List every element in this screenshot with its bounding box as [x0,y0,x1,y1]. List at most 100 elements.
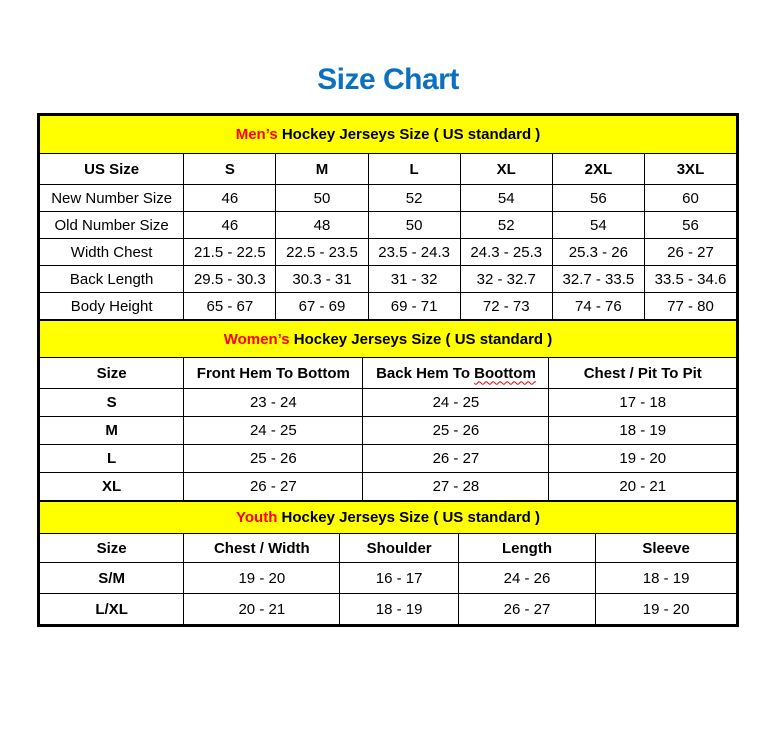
mens-cell: 69 - 71 [367,292,461,320]
mens-cell: 56 [551,184,645,212]
mens-cell: 72 - 73 [459,292,553,320]
mens-cell: 24.3 - 25.3 [459,238,553,266]
mens-cell: 60 [643,184,738,212]
mens-cell: 46 [183,211,277,239]
mens-column-header: L [367,153,461,185]
mens-cell: 74 - 76 [551,292,645,320]
mens-cell: 32.7 - 33.5 [551,265,645,293]
youth-cell: 16 - 17 [339,562,459,594]
womens-section-title-accent: Women’s [223,330,290,348]
mens-column-header: S [183,153,277,185]
youth-cell: 26 - 27 [457,593,597,625]
womens-cell: 24 - 25 [362,388,550,417]
mens-size-table: Men’s Hockey Jerseys Size ( US standard … [38,115,738,320]
mens-cell: 77 - 80 [643,292,738,320]
womens-table-row: L 25 - 26 26 - 27 19 - 20 [38,444,737,473]
youth-cell: 18 - 19 [339,593,459,625]
mens-row-label: Back Length [38,265,185,293]
youth-cell: 18 - 19 [595,562,737,594]
womens-row-label: L [38,444,185,473]
youth-row-label: L/XL [38,593,185,625]
mens-column-header: US Size [38,153,185,185]
mens-cell: 33.5 - 34.6 [643,265,738,293]
youth-column-header: Chest / Width [183,533,341,563]
womens-column-header: Chest / Pit To Pit [548,357,737,389]
youth-cell: 19 - 20 [595,593,737,625]
mens-section-title-accent: Men’s [235,126,278,143]
womens-cell: 26 - 27 [362,444,550,473]
mens-row-label: Width Chest [38,238,185,266]
mens-cell: 54 [459,184,553,212]
womens-row-label: M [38,416,185,445]
mens-cell: 25.3 - 26 [551,238,645,266]
youth-size-table: Youth Hockey Jerseys Size ( US standard … [38,501,737,625]
womens-cell: 25 - 26 [362,416,550,445]
youth-row-label: S/M [38,562,185,594]
mens-cell: 50 [367,211,461,239]
womens-section-title: Women’s Hockey Jerseys Size ( US standar… [39,320,737,358]
mens-section-title: Men’s Hockey Jerseys Size ( US standard … [39,115,737,154]
youth-cell: 19 - 20 [183,562,341,594]
youth-section-title: Youth Hockey Jerseys Size ( US standard … [39,501,737,534]
womens-cell: 27 - 28 [362,472,550,501]
mens-cell: 31 - 32 [367,265,461,293]
mens-cell: 54 [551,211,645,239]
mens-cell: 50 [275,184,369,212]
mens-table-row: Body Height 65 - 67 67 - 69 69 - 71 72 - 73 7… [38,292,738,320]
mens-row-label: New Number Size [38,184,185,212]
youth-column-header: Sleeve [595,533,737,563]
womens-row-label: S [38,388,185,417]
youth-table-row: L/XL 20 - 21 18 - 19 26 - 27 19 - 20 [38,593,737,625]
womens-table-row: XL 26 - 27 27 - 28 20 - 21 [38,472,737,501]
mens-cell: 30.3 - 31 [275,265,369,293]
womens-row-label: XL [38,472,185,501]
youth-cell: 20 - 21 [183,593,341,625]
youth-column-header: Shoulder [339,533,459,563]
mens-row-label: Old Number Size [38,211,185,239]
mens-cell: 22.5 - 23.5 [275,238,369,266]
mens-column-header: M [275,153,369,185]
womens-column-header: Back Hem To Boottom [362,357,550,389]
womens-cell: 17 - 18 [548,388,737,417]
youth-column-header: Size [38,533,185,563]
page-title: Size Chart [317,63,459,96]
womens-table-row: M 24 - 25 25 - 26 18 - 19 [38,416,737,445]
womens-cell: 18 - 19 [548,416,737,445]
mens-cell: 21.5 - 22.5 [183,238,277,266]
womens-column-header: Front Hem To Bottom [183,357,364,389]
womens-size-table: Women’s Hockey Jerseys Size ( US standar… [38,320,737,501]
mens-cell: 52 [459,211,553,239]
mens-table-row: Width Chest 21.5 - 22.5 22.5 - 23.5 23.5 - … [38,238,738,266]
womens-cell: 23 - 24 [183,388,364,417]
mens-table-row: Old Number Size 46 48 50 52 54 56 [38,211,738,239]
womens-table-row: S 23 - 24 24 - 25 17 - 18 [38,388,737,417]
mens-table-row: New Number Size 46 50 52 54 56 60 [38,184,738,212]
youth-cell: 24 - 26 [457,562,597,594]
womens-cell: 25 - 26 [183,444,364,473]
mens-cell: 26 - 27 [643,238,738,266]
youth-table-row: S/M 19 - 20 16 - 17 24 - 26 18 - 19 [38,562,737,594]
mens-column-header: XL [459,153,553,185]
youth-section-title-accent: Youth [236,509,278,526]
size-chart-frame: Men’s Hockey Jerseys Size ( US standard … [37,113,739,627]
mens-cell: 23.5 - 24.3 [367,238,461,266]
womens-column-header: Size [38,357,185,389]
mens-table-row: Back Length 29.5 - 30.3 30.3 - 31 31 - 32 32… [38,265,738,293]
mens-cell: 56 [643,211,738,239]
youth-column-header: Length [457,533,597,563]
mens-column-header: 3XL [643,153,738,185]
womens-cell: 26 - 27 [183,472,364,501]
womens-cell: 20 - 21 [548,472,737,501]
misspelled-word: Boottom [474,364,536,382]
womens-cell: 19 - 20 [548,444,737,473]
womens-cell: 24 - 25 [183,416,364,445]
mens-cell: 46 [183,184,277,212]
mens-cell: 67 - 69 [275,292,369,320]
mens-row-label: Body Height [38,292,185,320]
mens-cell: 65 - 67 [183,292,277,320]
mens-cell: 32 - 32.7 [459,265,553,293]
mens-cell: 52 [367,184,461,212]
mens-cell: 48 [275,211,369,239]
mens-cell: 29.5 - 30.3 [183,265,277,293]
mens-column-header: 2XL [551,153,645,185]
